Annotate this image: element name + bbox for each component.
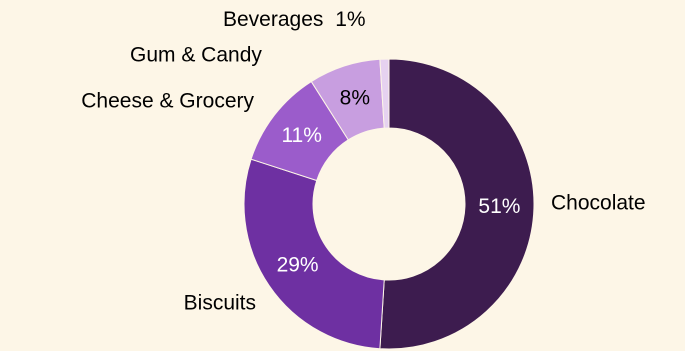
slice-beverages: [379, 58, 390, 129]
slice-chocolate: [379, 58, 535, 350]
slice-biscuits: [243, 158, 385, 350]
beverages-label-name: Beverages: [223, 8, 323, 31]
percent-label-chocolate: 51%: [478, 195, 520, 218]
percent-label-gum-candy: 8%: [340, 86, 370, 109]
category-label-cheese-grocery: Cheese & Grocery: [81, 90, 254, 113]
percent-label-group: 51% 29% 11% 8%: [277, 86, 521, 276]
category-label-biscuits: Biscuits: [184, 292, 256, 315]
percent-label-biscuits: 29%: [277, 254, 319, 277]
category-label-chocolate: Chocolate: [551, 192, 646, 215]
category-label-beverages: Beverages 1%: [223, 8, 366, 31]
category-label-gum-candy: Gum & Candy: [130, 44, 262, 67]
slice-group: [243, 58, 535, 350]
category-label-group: Chocolate Biscuits Cheese & Grocery Gum …: [81, 8, 645, 315]
percent-label-cheese-grocery: 11%: [281, 124, 321, 147]
beverages-label-value: 1%: [335, 8, 365, 31]
